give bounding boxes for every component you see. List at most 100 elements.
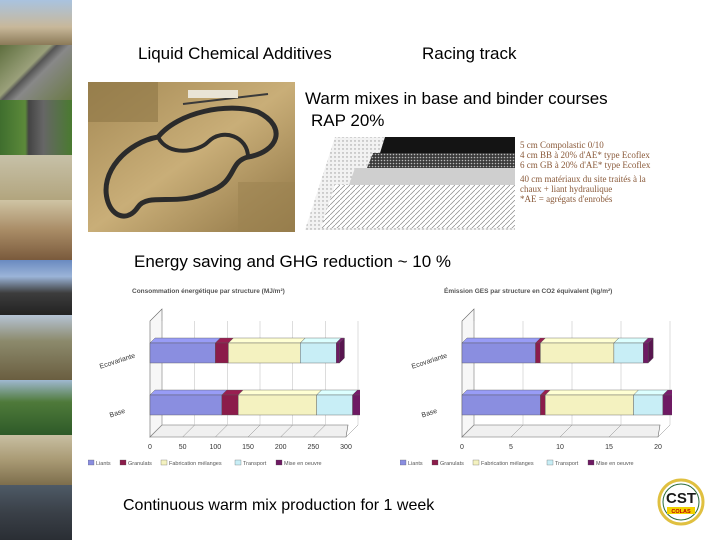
x-tick-label: 250 [307, 444, 319, 451]
bar-segment-top [227, 337, 306, 344]
legend-swatch [88, 459, 95, 466]
gridline [215, 424, 228, 438]
legend-swatch [234, 459, 242, 466]
bar-end-cap [647, 337, 654, 364]
heading-racing-track: Racing track [422, 44, 517, 63]
category-label: Ecovariante [99, 353, 136, 371]
bar-segment [221, 394, 239, 416]
legend-label: Transport [555, 461, 579, 467]
gridline [559, 424, 573, 438]
gridline [345, 424, 359, 438]
road-photo [0, 45, 72, 100]
road-photo [0, 155, 72, 200]
logo-subtext: COLAS [671, 509, 691, 515]
bar-segment [352, 394, 360, 416]
legend-swatch [431, 459, 439, 466]
bar-segment-top [613, 337, 649, 344]
gridline [182, 424, 195, 438]
bar-segment [335, 342, 340, 364]
legend-swatch [472, 459, 480, 466]
legend-swatch [275, 459, 283, 466]
bar-segment [535, 342, 541, 364]
layer-label: 6 cm GB à 20% d'AE* type Ecoflex [520, 160, 651, 170]
x-tick-label: 300 [340, 444, 352, 451]
bar-segment [316, 394, 353, 416]
bar-segment-top [237, 389, 323, 396]
legend-swatch [119, 459, 127, 466]
legend-label: Mise en oeuvre [596, 461, 634, 467]
chart-floor [461, 424, 661, 438]
gridline [149, 424, 163, 438]
legend-swatch [546, 459, 554, 466]
bar-segment [215, 342, 229, 364]
legend-label: Granulats [440, 461, 464, 467]
subtitle-warm-mixes: Warm mixes in base and binder courses [305, 89, 608, 108]
x-tick-label: 100 [209, 444, 221, 451]
bar-segment [300, 342, 337, 364]
road-photo [0, 100, 72, 155]
category-label: Base [421, 408, 438, 420]
x-tick-label: 150 [242, 444, 254, 451]
bar-segment [149, 342, 216, 364]
category-label: Ecovariante [411, 353, 448, 371]
bar-segment-top [149, 389, 228, 396]
gridline [247, 424, 261, 438]
layer-label: 5 cm Compolastic 0/10 [520, 140, 604, 150]
layer-label: chaux + liant hydraulique [520, 184, 613, 194]
bar-end-cap [339, 337, 345, 364]
pavement-cross-section [305, 135, 515, 230]
layer-label: *AE = agrégats d'enrobés [520, 194, 613, 204]
heading-liquid-chemical-additives: Liquid Chemical Additives [138, 44, 332, 63]
bar-segment [540, 342, 615, 364]
x-tick-label: 10 [556, 444, 564, 451]
gridline [461, 424, 475, 438]
bar-segment-top [299, 337, 342, 344]
bar-segment [237, 394, 317, 416]
subtitle-rap: RAP 20% [311, 111, 385, 130]
chart-title: Émission GES par structure en CO2 équiva… [444, 286, 612, 295]
bar-segment-top [539, 337, 620, 344]
bar-segment [662, 394, 672, 416]
ghg-emission-chart: Émission GES par structure en CO2 équiva… [400, 285, 672, 475]
road-photo [0, 485, 72, 540]
racing-track-photo [88, 82, 295, 232]
bar-segment [149, 394, 223, 416]
layer-label: 40 cm matériaux du site traités à la [520, 174, 646, 184]
bar-segment-top [461, 389, 546, 396]
logo-text: CST [666, 490, 696, 507]
legend-label: Fabrication mélanges [169, 461, 222, 467]
bar-segment-top [316, 389, 359, 396]
bar-segment-top [149, 337, 221, 344]
x-tick-label: 200 [275, 444, 287, 451]
gridline [313, 424, 326, 438]
road-photo [0, 0, 72, 45]
chart-side-wall [461, 308, 475, 438]
legend-label: Mise en oeuvre [284, 461, 322, 467]
bar-segment [461, 394, 541, 416]
road-photo [0, 200, 72, 260]
chart-side-wall [149, 308, 163, 438]
bar-segment [643, 342, 649, 364]
road-photo-strip [0, 0, 72, 540]
energy-consumption-chart: Consommation énergétique par structure (… [88, 285, 360, 475]
road-photo [0, 260, 72, 315]
legend-label: Liants [408, 461, 423, 467]
legend-swatch [160, 459, 168, 466]
legend-swatch [400, 459, 407, 466]
chart-title: Consommation énergétique par structure (… [132, 288, 285, 295]
road-photo [0, 315, 72, 380]
chart-floor [149, 424, 349, 438]
bar-segment [461, 342, 536, 364]
road-photo [0, 435, 72, 485]
production-caption: Continuous warm mix production for 1 wee… [123, 497, 435, 514]
cst-colas-logo: CST COLAS [656, 478, 706, 526]
category-label: Base [109, 408, 126, 420]
x-tick-label: 0 [148, 444, 152, 451]
energy-saving-caption: Energy saving and GHG reduction ~ 10 % [134, 252, 452, 271]
gridline [657, 424, 671, 438]
road-photo [0, 380, 72, 435]
gridline [510, 424, 524, 438]
gridline [608, 424, 622, 438]
bar-segment [228, 342, 301, 364]
bar-segment [633, 394, 664, 416]
